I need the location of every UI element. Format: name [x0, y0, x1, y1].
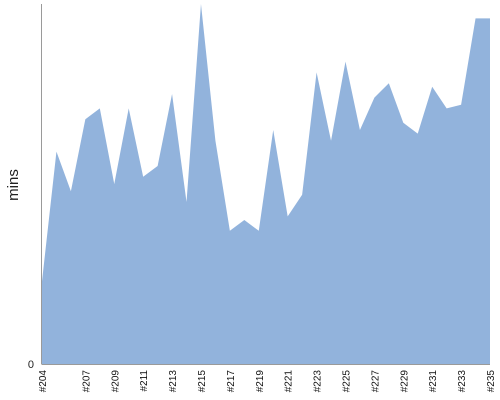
x-tick-label: #211: [139, 370, 150, 392]
plot-area: [42, 4, 490, 364]
x-tick-labels: #204 #207 #209 #211 #213 #215 #217 #219 #221 #223…: [38, 370, 497, 393]
x-tick-label: #215: [197, 370, 208, 393]
x-tick-label: #207: [81, 370, 92, 393]
y-axis-label: mins: [5, 169, 22, 201]
x-tick-label: #221: [284, 370, 295, 393]
x-tick-label: #235: [486, 370, 497, 393]
x-tick-label: #213: [168, 370, 179, 393]
y-tick-labels: 0: [28, 359, 34, 371]
x-tick-label: #219: [255, 370, 266, 393]
series-area: [42, 4, 490, 364]
x-tick-label: #217: [226, 370, 237, 393]
x-tick-label: #229: [399, 370, 410, 393]
x-tick-label: #231: [428, 370, 439, 393]
x-tick-label: #225: [341, 370, 352, 393]
axes: [41, 4, 490, 365]
x-tick-label: #233: [457, 370, 468, 393]
x-tick-label: #204: [38, 370, 49, 393]
y-tick-label: 0: [28, 359, 34, 371]
x-tick-label: #223: [313, 370, 324, 393]
x-tick-label: #227: [370, 370, 381, 393]
x-tick-label: #209: [110, 370, 121, 393]
